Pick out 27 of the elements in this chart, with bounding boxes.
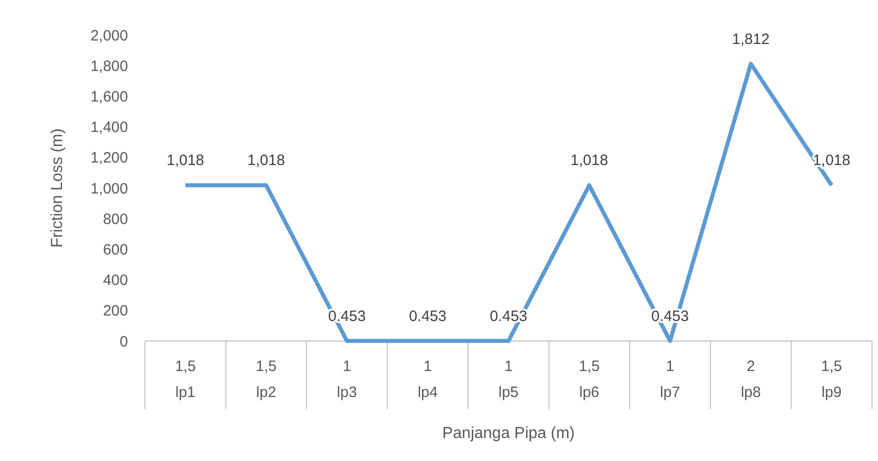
y-tick-label: 1,200 [90, 150, 128, 167]
x-tick-label: 1 lp3 [336, 358, 357, 401]
y-tick-label: 1,800 [90, 58, 128, 75]
y-axis-title: Friction Loss (m) [49, 128, 66, 248]
x-tick-label: 1 lp4 [418, 358, 438, 401]
data-label: 1,018 [247, 152, 285, 170]
y-tick-label: 600 [102, 241, 128, 258]
x-tick-label: 1 lp5 [498, 358, 519, 401]
x-tick-label: 1,5 lp2 [256, 358, 277, 401]
x-tick-label: 1,5 lp1 [174, 358, 196, 401]
y-tick-label: 0 [120, 333, 128, 350]
data-label: 0.453 [408, 308, 446, 325]
data-label: 1,018 [166, 152, 204, 170]
y-tick-label: 1,000 [90, 180, 128, 198]
y-tick-label: 400 [102, 272, 128, 290]
x-tick-label: 2 lp8 [740, 358, 761, 401]
x-tick-label: 1 lp7 [660, 358, 680, 401]
y-tick-label: 1,600 [90, 88, 128, 106]
x-tick-label: 1,5 lp6 [578, 358, 600, 401]
x-axis-title: Panjanga Pipa (m) [442, 425, 575, 442]
y-tick-label: 200 [102, 302, 128, 320]
y-tick-label: 2,000 [90, 27, 128, 44]
data-label: 1,812 [732, 30, 770, 48]
data-label: 1,018 [570, 152, 608, 170]
y-tick-label: 800 [102, 210, 128, 228]
x-tick-label: 1,5 lp9 [821, 358, 842, 401]
y-tick-label: 1,400 [90, 119, 128, 136]
